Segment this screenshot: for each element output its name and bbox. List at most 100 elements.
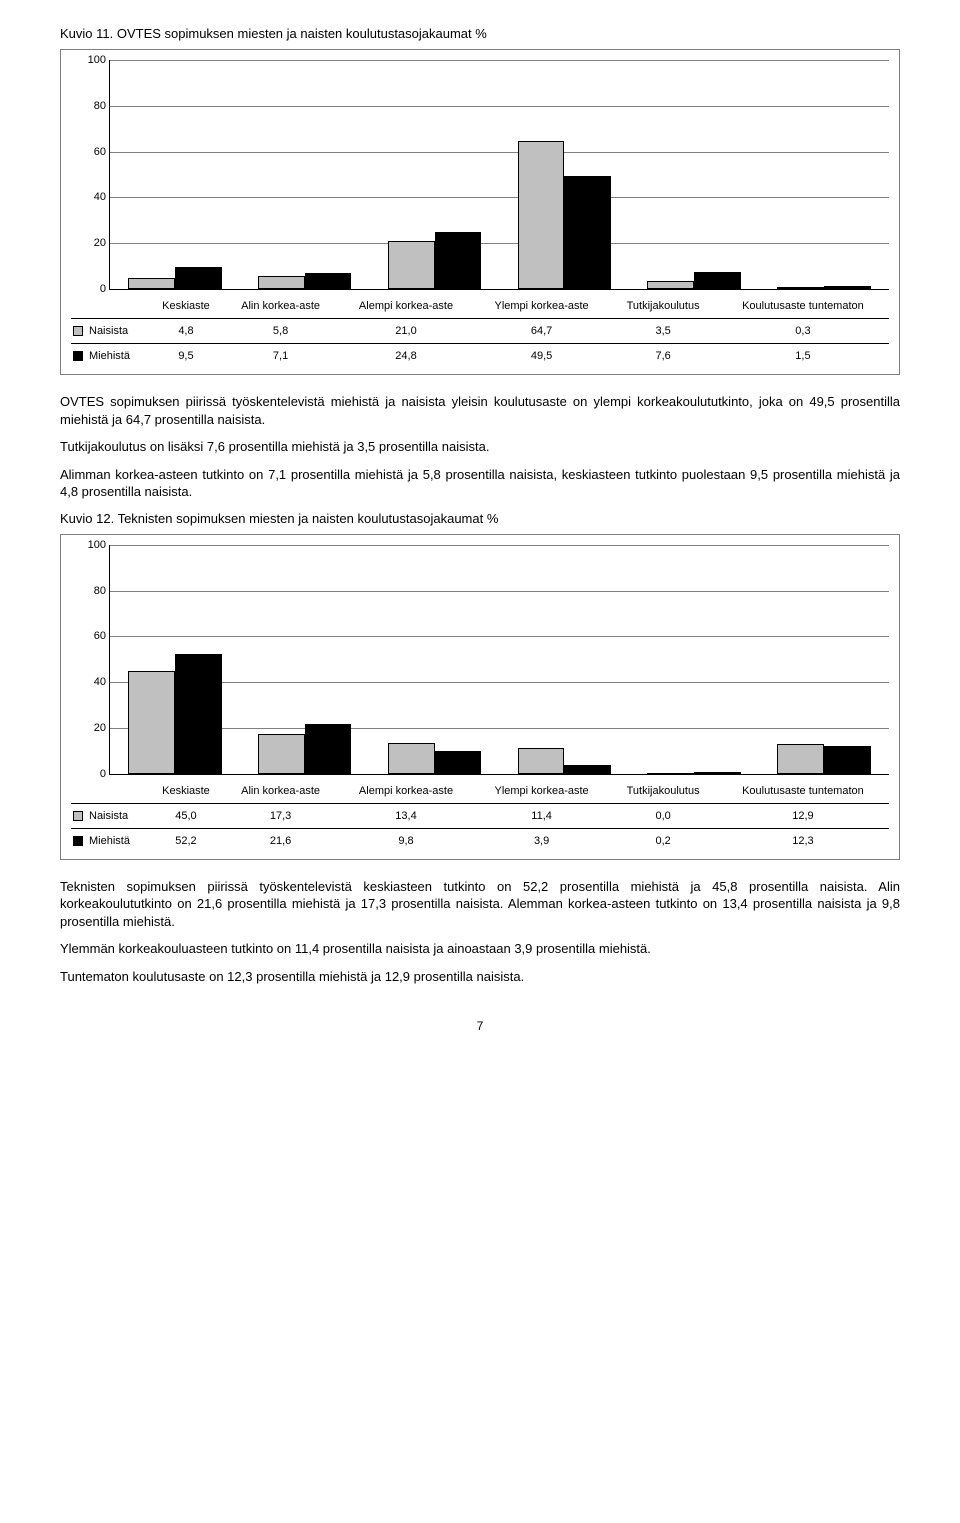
bar-group — [240, 60, 370, 289]
y-axis-tick: 40 — [78, 191, 106, 203]
bar-group — [370, 545, 500, 774]
bar-group — [629, 545, 759, 774]
cell: 24,8 — [338, 344, 474, 369]
cell: 52,2 — [149, 828, 223, 853]
y-axis-tick: 100 — [78, 54, 106, 66]
cell: 49,5 — [474, 344, 610, 369]
row-label-text: Miehistä — [89, 835, 130, 847]
cell: 64,7 — [474, 319, 610, 344]
bar-naisista — [388, 743, 435, 774]
col-header: Keskiaste — [149, 779, 223, 804]
row-label-text: Miehistä — [89, 350, 130, 362]
paragraph: Alimman korkea-asteen tutkinto on 7,1 pr… — [60, 466, 900, 501]
kuvio12-chart: 0 20 40 60 80 100 Keskiaste Alin korkea-aste … — [60, 534, 900, 860]
bar-group — [240, 545, 370, 774]
y-axis-tick: 20 — [78, 722, 106, 734]
table-header-row: Keskiaste Alin korkea-aste Alempi korkea… — [71, 294, 889, 319]
cell: 11,4 — [474, 803, 610, 828]
bar-miehista — [305, 273, 352, 289]
kuvio12-table: Keskiaste Alin korkea-aste Alempi korkea… — [71, 779, 889, 853]
bar-naisista — [388, 241, 435, 289]
bar-naisista — [128, 278, 175, 289]
bar-group — [499, 545, 629, 774]
col-header: Alin korkea-aste — [223, 294, 338, 319]
col-header: Alempi korkea-aste — [338, 779, 474, 804]
bar-miehista — [305, 724, 352, 773]
bar-naisista — [128, 671, 175, 774]
bar-miehista — [824, 746, 871, 774]
col-header: Ylempi korkea-aste — [474, 779, 610, 804]
bar-miehista — [175, 267, 222, 289]
table-row: Miehistä 9,5 7,1 24,8 49,5 7,6 1,5 — [71, 344, 889, 369]
bar-group — [629, 60, 759, 289]
paragraph: Teknisten sopimuksen piirissä työskentel… — [60, 878, 900, 931]
y-axis-tick: 60 — [78, 630, 106, 642]
bar-miehista — [694, 772, 741, 774]
cell: 21,6 — [223, 828, 338, 853]
table-row: Naisista 45,0 17,3 13,4 11,4 0,0 12,9 — [71, 803, 889, 828]
bar-miehista — [694, 272, 741, 289]
row-label-text: Naisista — [89, 325, 128, 337]
row-label-text: Naisista — [89, 810, 128, 822]
bar-naisista — [777, 287, 824, 289]
col-header: Koulutusaste tuntematon — [717, 294, 889, 319]
cell: 7,1 — [223, 344, 338, 369]
legend-swatch-miehista-icon — [73, 351, 83, 361]
legend-swatch-miehista-icon — [73, 836, 83, 846]
cell: 3,5 — [609, 319, 716, 344]
cell: 5,8 — [223, 319, 338, 344]
bar-miehista — [435, 751, 482, 773]
col-header: Koulutusaste tuntematon — [717, 779, 889, 804]
cell: 12,3 — [717, 828, 889, 853]
cell: 3,9 — [474, 828, 610, 853]
y-axis-tick: 100 — [78, 539, 106, 551]
col-header: Alempi korkea-aste — [338, 294, 474, 319]
cell: 12,9 — [717, 803, 889, 828]
bar-naisista — [647, 773, 694, 774]
bar-group — [110, 60, 240, 289]
table-header-row: Keskiaste Alin korkea-aste Alempi korkea… — [71, 779, 889, 804]
y-axis-tick: 0 — [78, 283, 106, 295]
bar-naisista — [258, 734, 305, 774]
col-header: Keskiaste — [149, 294, 223, 319]
col-header: Tutkijakoulutus — [609, 294, 716, 319]
col-header: Alin korkea-aste — [223, 779, 338, 804]
y-axis-tick: 20 — [78, 237, 106, 249]
kuvio11-caption: Kuvio 11. OVTES sopimuksen miesten ja na… — [60, 26, 900, 41]
cell: 17,3 — [223, 803, 338, 828]
col-header: Tutkijakoulutus — [609, 779, 716, 804]
kuvio11-plot: 020406080100 — [109, 60, 889, 290]
bar-naisista — [258, 276, 305, 289]
paragraph: OVTES sopimuksen piirissä työskentelevis… — [60, 393, 900, 428]
cell: 7,6 — [609, 344, 716, 369]
cell: 0,3 — [717, 319, 889, 344]
bar-miehista — [175, 654, 222, 774]
bar-miehista — [824, 286, 871, 289]
paragraph: Ylemmän korkeakouluasteen tutkinto on 11… — [60, 940, 900, 958]
page-number: 7 — [60, 1019, 900, 1033]
y-axis-tick: 40 — [78, 676, 106, 688]
bar-group — [499, 60, 629, 289]
bar-miehista — [435, 232, 482, 289]
table-row: Naisista 4,8 5,8 21,0 64,7 3,5 0,3 — [71, 319, 889, 344]
cell: 9,8 — [338, 828, 474, 853]
cell: 0,0 — [609, 803, 716, 828]
cell: 0,2 — [609, 828, 716, 853]
legend-swatch-naisista-icon — [73, 811, 83, 821]
y-axis-tick: 80 — [78, 585, 106, 597]
cell: 4,8 — [149, 319, 223, 344]
kuvio11-chart: 020406080100 Keskiaste Alin korkea-aste … — [60, 49, 900, 375]
paragraph: Tuntematon koulutusaste on 12,3 prosenti… — [60, 968, 900, 986]
cell: 13,4 — [338, 803, 474, 828]
col-header: Ylempi korkea-aste — [474, 294, 610, 319]
y-axis-tick: 60 — [78, 146, 106, 158]
bar-naisista — [518, 748, 565, 774]
bar-naisista — [647, 281, 694, 289]
paragraph: Tutkijakoulutus on lisäksi 7,6 prosentil… — [60, 438, 900, 456]
bar-group — [110, 545, 240, 774]
kuvio12-caption: Kuvio 12. Teknisten sopimuksen miesten j… — [60, 511, 900, 526]
y-axis-tick: 0 — [78, 768, 106, 780]
cell: 45,0 — [149, 803, 223, 828]
bar-naisista — [518, 141, 565, 289]
bar-group — [759, 545, 889, 774]
